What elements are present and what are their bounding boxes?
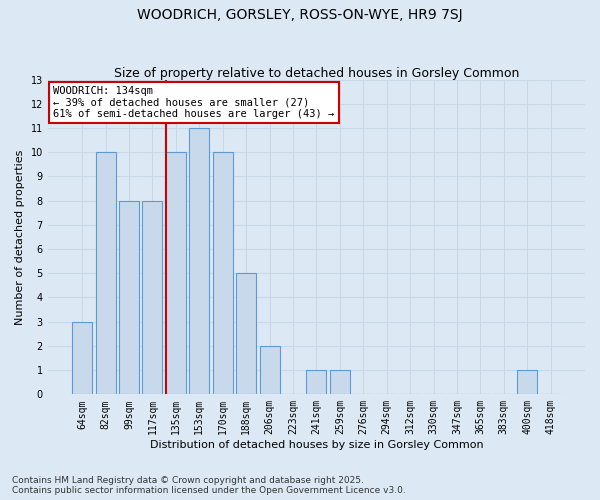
- Bar: [142, 200, 163, 394]
- Text: WOODRICH, GORSLEY, ROSS-ON-WYE, HR9 7SJ: WOODRICH, GORSLEY, ROSS-ON-WYE, HR9 7SJ: [137, 8, 463, 22]
- Bar: [260, 346, 280, 395]
- Title: Size of property relative to detached houses in Gorsley Common: Size of property relative to detached ho…: [114, 66, 519, 80]
- Bar: [213, 152, 233, 394]
- Bar: [190, 128, 209, 394]
- Bar: [95, 152, 116, 394]
- Bar: [517, 370, 537, 394]
- Bar: [119, 200, 139, 394]
- Bar: [307, 370, 326, 394]
- Text: WOODRICH: 134sqm
← 39% of detached houses are smaller (27)
61% of semi-detached : WOODRICH: 134sqm ← 39% of detached house…: [53, 86, 334, 119]
- Y-axis label: Number of detached properties: Number of detached properties: [15, 149, 25, 324]
- Bar: [166, 152, 186, 394]
- Bar: [236, 273, 256, 394]
- Bar: [72, 322, 92, 394]
- X-axis label: Distribution of detached houses by size in Gorsley Common: Distribution of detached houses by size …: [149, 440, 483, 450]
- Text: Contains HM Land Registry data © Crown copyright and database right 2025.
Contai: Contains HM Land Registry data © Crown c…: [12, 476, 406, 495]
- Bar: [330, 370, 350, 394]
